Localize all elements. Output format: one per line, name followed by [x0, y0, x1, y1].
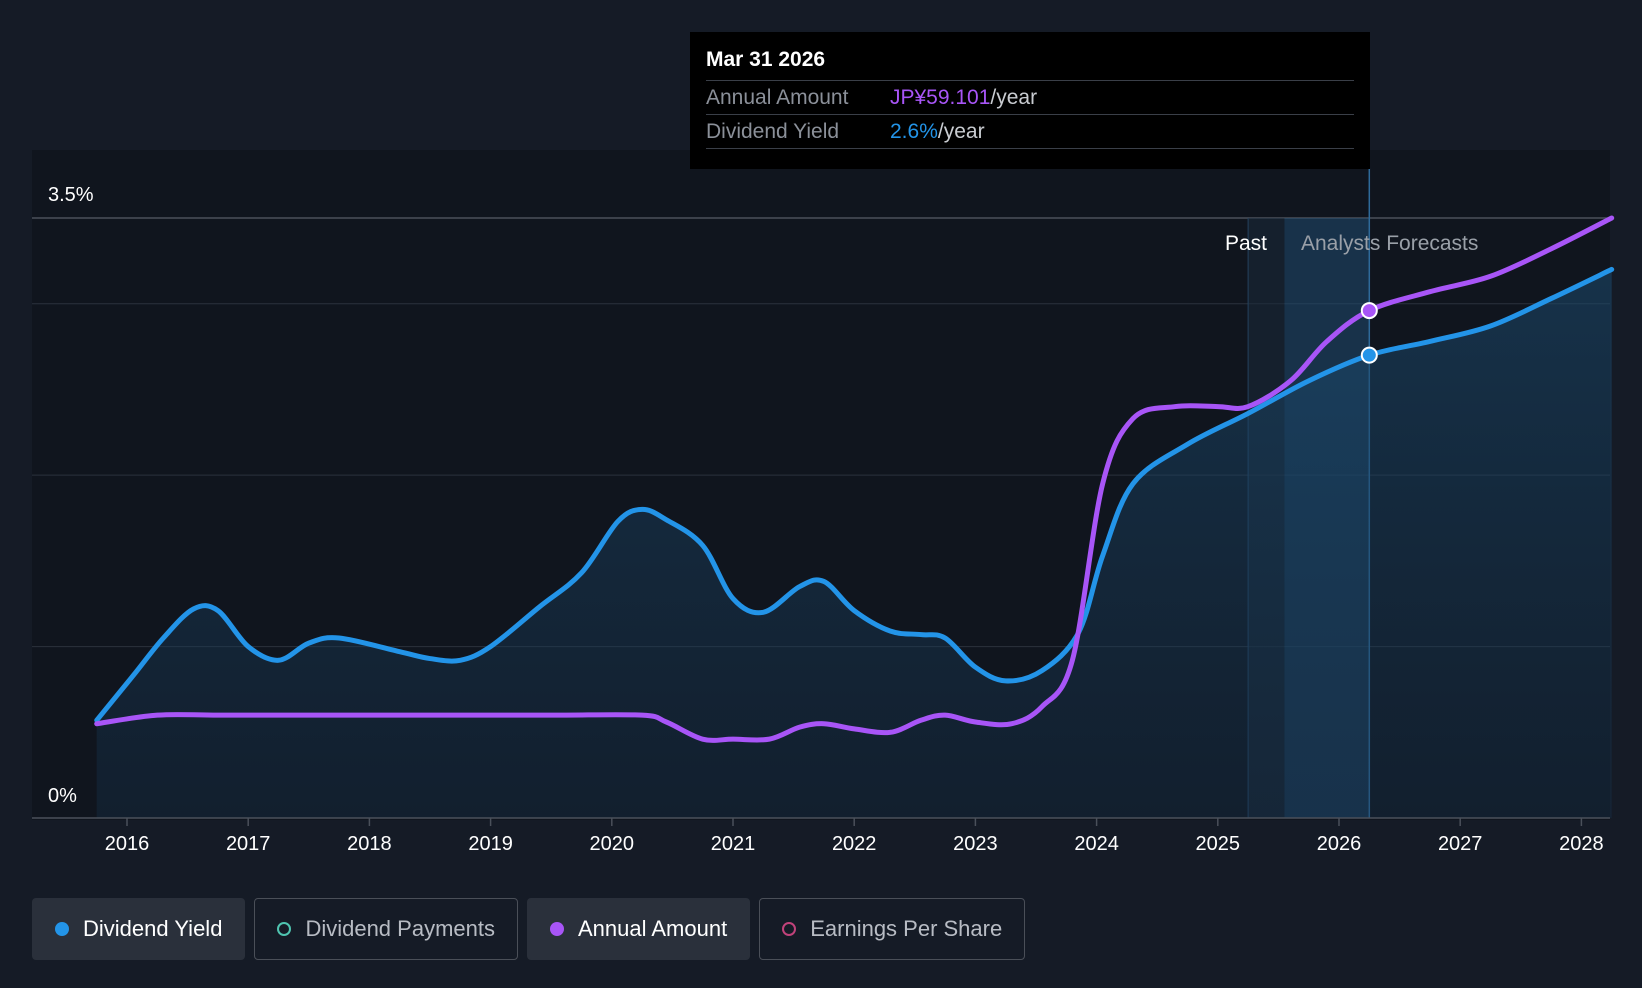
legend-label: Earnings Per Share: [810, 916, 1003, 941]
dividend-payments-ring-icon: [277, 922, 292, 936]
dividend-yield-area: [96, 269, 1612, 818]
legend: Dividend Yield Dividend Payments Annual …: [32, 898, 1026, 960]
dividend-yield-marker: [1360, 346, 1378, 364]
dividend-yield-line: [94, 266, 1615, 723]
past-label: Past: [1225, 232, 1267, 255]
annual-amount-marker: [1360, 302, 1378, 320]
tooltip-unit: /year: [990, 86, 1038, 109]
legend-annual-amount[interactable]: Annual Amount: [526, 898, 751, 960]
x-tick-label: 2025: [1196, 833, 1241, 855]
legend-label: Annual Amount: [577, 916, 728, 941]
x-tick-label: 2020: [590, 833, 635, 855]
x-tick-label: 2027: [1438, 833, 1483, 855]
x-tick-label: 2028: [1559, 833, 1604, 855]
x-tick-label: 2018: [347, 833, 392, 855]
x-tick-label: 2024: [1074, 833, 1119, 855]
x-tick-label: 2022: [832, 833, 877, 855]
tooltip-row-annual-amount: Annual Amount JP¥59.101 /year: [706, 80, 1354, 114]
forecast-label: Analysts Forecasts: [1301, 232, 1478, 255]
x-tick-label: 2021: [711, 833, 756, 855]
tooltip-unit: /year: [937, 120, 985, 143]
legend-dividend-payments[interactable]: Dividend Payments: [254, 898, 518, 960]
x-tick-label: 2016: [105, 833, 150, 855]
legend-earnings-per-share[interactable]: Earnings Per Share: [759, 898, 1026, 960]
tooltip-date: Mar 31 2026: [706, 48, 826, 71]
series-layer: [94, 215, 1615, 818]
y-tick-label-min: 0%: [48, 785, 77, 807]
tooltip-row-dividend-yield: Dividend Yield 2.6% /year: [706, 114, 1354, 149]
legend-label: Dividend Yield: [83, 916, 223, 941]
tooltip-label: Dividend Yield: [706, 120, 840, 143]
tooltip-label: Annual Amount: [706, 86, 849, 109]
x-tick-label: 2019: [468, 833, 513, 855]
highlight-markers: [1360, 302, 1378, 364]
x-axis: 2016 2017 2018 2019 2020 2021 2022 2023 2024 2025…: [32, 817, 1610, 855]
x-tick-label: 2017: [226, 833, 271, 855]
legend-dividend-yield[interactable]: Dividend Yield: [32, 898, 246, 960]
annual-amount-line: [94, 215, 1615, 743]
earnings-per-share-ring-icon: [782, 922, 797, 936]
y-tick-label-max: 3.5%: [48, 184, 94, 206]
tooltip: Mar 31 2026 Annual Amount JP¥59.101 /yea…: [690, 32, 1370, 169]
legend-label: Dividend Payments: [305, 916, 495, 941]
annual-amount-dot-icon: [549, 922, 564, 936]
dividend-yield-dot-icon: [55, 922, 69, 936]
x-tick-label: 2023: [953, 833, 998, 855]
x-tick-label: 2026: [1317, 833, 1362, 855]
tooltip-value: JP¥59.101: [890, 86, 991, 109]
tooltip-value: 2.6%: [890, 120, 938, 143]
